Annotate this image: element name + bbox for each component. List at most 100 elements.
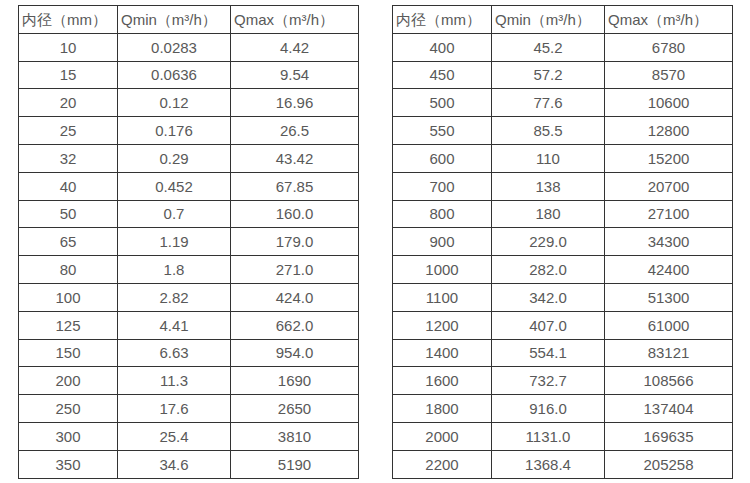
table-row: 70013820700 [393, 172, 733, 200]
table-cell: 34.6 [118, 450, 231, 478]
table-row: 100.02834.42 [19, 33, 359, 61]
table-row: 1200407.061000 [393, 311, 733, 339]
table-cell: 1.8 [118, 256, 231, 284]
col-header-inner-diameter: 内径（mm） [393, 6, 492, 34]
table-cell: 554.1 [492, 339, 605, 367]
table-cell: 12800 [605, 117, 733, 145]
table-cell: 1000 [393, 256, 492, 284]
table-cell: 5190 [231, 450, 359, 478]
table-cell: 108566 [605, 367, 733, 395]
col-header-qmin: Qmin（m³/h） [492, 6, 605, 34]
table-row: 25017.62650 [19, 395, 359, 423]
table-cell: 16.96 [231, 89, 359, 117]
table-row: 1400554.183121 [393, 339, 733, 367]
table-cell: 1400 [393, 339, 492, 367]
table-row: 1000282.042400 [393, 256, 733, 284]
flow-spec-tables: 内径（mm） Qmin（m³/h） Qmax（m³/h） 100.02834.4… [0, 0, 750, 479]
table-row: 500.7160.0 [19, 200, 359, 228]
table-cell: 300 [19, 422, 118, 450]
table-row: 1800916.0137404 [393, 395, 733, 423]
table-cell: 8570 [605, 61, 733, 89]
table-row: 30025.43810 [19, 422, 359, 450]
col-header-inner-diameter: 内径（mm） [19, 6, 118, 34]
table-cell: 27100 [605, 200, 733, 228]
table-row: 400.45267.85 [19, 172, 359, 200]
table-cell: 100 [19, 283, 118, 311]
table-cell: 3810 [231, 422, 359, 450]
table-cell: 424.0 [231, 283, 359, 311]
table-cell: 1.19 [118, 228, 231, 256]
flow-table-large-diameters: 内径（mm） Qmin（m³/h） Qmax（m³/h） 40045.26780… [392, 5, 733, 479]
table-cell: 2650 [231, 395, 359, 423]
table-cell: 15200 [605, 144, 733, 172]
table-cell: 1100 [393, 283, 492, 311]
table-cell: 51300 [605, 283, 733, 311]
table-cell: 169635 [605, 422, 733, 450]
table-cell: 342.0 [492, 283, 605, 311]
table-cell: 34300 [605, 228, 733, 256]
table-row: 22001368.4205258 [393, 450, 733, 478]
table-cell: 732.7 [492, 367, 605, 395]
table-cell: 10 [19, 33, 118, 61]
table-cell: 9.54 [231, 61, 359, 89]
table-cell: 500 [393, 89, 492, 117]
col-header-qmax: Qmax（m³/h） [605, 6, 733, 34]
table-cell: 407.0 [492, 311, 605, 339]
table-body: 100.02834.42150.06369.54200.1216.96250.1… [19, 33, 359, 478]
table-cell: 2.82 [118, 283, 231, 311]
table-cell: 138 [492, 172, 605, 200]
table-row: 150.06369.54 [19, 61, 359, 89]
table-cell: 42400 [605, 256, 733, 284]
table-row: 1002.82424.0 [19, 283, 359, 311]
table-cell: 179.0 [231, 228, 359, 256]
table-row: 20001131.0169635 [393, 422, 733, 450]
table-cell: 0.7 [118, 200, 231, 228]
table-row: 20011.31690 [19, 367, 359, 395]
table-cell: 57.2 [492, 61, 605, 89]
table-cell: 954.0 [231, 339, 359, 367]
table-cell: 400 [393, 33, 492, 61]
table-cell: 20 [19, 89, 118, 117]
table-row: 35034.65190 [19, 450, 359, 478]
table-cell: 450 [393, 61, 492, 89]
table-header-row: 内径（mm） Qmin（m³/h） Qmax（m³/h） [393, 6, 733, 34]
table-cell: 40 [19, 172, 118, 200]
table-cell: 6.63 [118, 339, 231, 367]
table-row: 45057.28570 [393, 61, 733, 89]
table-row: 50077.610600 [393, 89, 733, 117]
table-cell: 160.0 [231, 200, 359, 228]
table-cell: 61000 [605, 311, 733, 339]
table-cell: 282.0 [492, 256, 605, 284]
table-row: 1100342.051300 [393, 283, 733, 311]
table-row: 1254.41662.0 [19, 311, 359, 339]
table-cell: 6780 [605, 33, 733, 61]
table-row: 1506.63954.0 [19, 339, 359, 367]
table-cell: 0.29 [118, 144, 231, 172]
table-cell: 250 [19, 395, 118, 423]
table-cell: 85.5 [492, 117, 605, 145]
table-cell: 32 [19, 144, 118, 172]
table-cell: 150 [19, 339, 118, 367]
table-cell: 45.2 [492, 33, 605, 61]
table-cell: 0.12 [118, 89, 231, 117]
table-cell: 916.0 [492, 395, 605, 423]
flow-table-small-diameters: 内径（mm） Qmin（m³/h） Qmax（m³/h） 100.02834.4… [18, 5, 359, 479]
table-cell: 1131.0 [492, 422, 605, 450]
table-row: 801.8271.0 [19, 256, 359, 284]
table-cell: 180 [492, 200, 605, 228]
table-cell: 2000 [393, 422, 492, 450]
table-cell: 1800 [393, 395, 492, 423]
table-row: 55085.512800 [393, 117, 733, 145]
col-header-qmax: Qmax（m³/h） [231, 6, 359, 34]
table-row: 80018027100 [393, 200, 733, 228]
table-cell: 800 [393, 200, 492, 228]
table-cell: 0.176 [118, 117, 231, 145]
table-cell: 229.0 [492, 228, 605, 256]
table-cell: 15 [19, 61, 118, 89]
table-cell: 43.42 [231, 144, 359, 172]
table-cell: 600 [393, 144, 492, 172]
table-cell: 65 [19, 228, 118, 256]
table-cell: 1368.4 [492, 450, 605, 478]
table-cell: 4.41 [118, 311, 231, 339]
table-cell: 137404 [605, 395, 733, 423]
